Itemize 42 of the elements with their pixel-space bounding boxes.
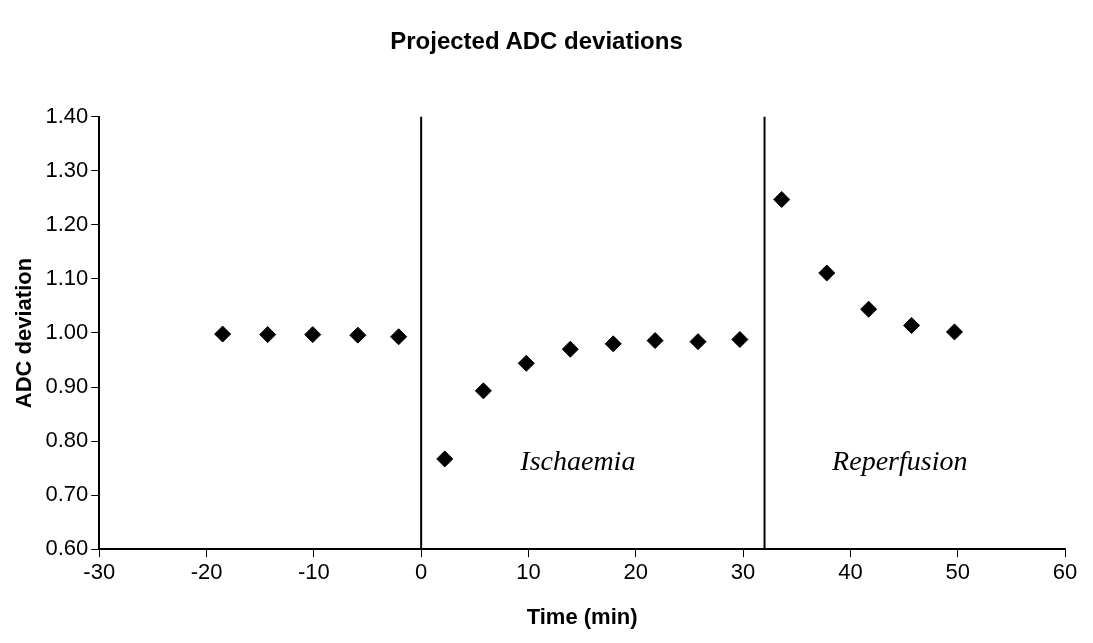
y-tick-label: 0.70 <box>45 481 89 507</box>
x-axis-title: Time (min) <box>526 603 638 629</box>
point <box>474 382 492 400</box>
chart-title: Projected ADC deviations <box>390 27 683 55</box>
point <box>304 326 322 344</box>
x-tick-label: -10 <box>297 559 330 585</box>
annotation: Ischaemia <box>519 445 636 477</box>
x-tick-label: -20 <box>190 559 223 585</box>
y-tick-label: 0.80 <box>45 427 89 453</box>
x-tick-label: 40 <box>838 559 863 585</box>
point <box>731 330 749 348</box>
x-tick-label: 60 <box>1052 559 1078 585</box>
x-tick-label: 0 <box>415 559 428 585</box>
point <box>646 332 664 350</box>
point <box>903 316 921 334</box>
point <box>945 323 963 341</box>
y-axis-title: ADC deviation <box>11 257 37 409</box>
point <box>773 191 791 208</box>
point <box>561 340 579 358</box>
x-tick-label: 20 <box>623 559 649 585</box>
y-tick-label: 1.40 <box>45 102 89 128</box>
x-tick-label: -30 <box>83 559 116 585</box>
point <box>604 335 622 353</box>
point <box>436 450 454 468</box>
point <box>390 328 408 346</box>
point <box>689 333 707 351</box>
annotation: Reperfusion <box>831 445 968 477</box>
y-tick-label: 1.30 <box>45 156 89 182</box>
y-tick-label: 1.10 <box>45 265 89 291</box>
x-tick-label: 30 <box>730 559 756 585</box>
point <box>214 325 232 343</box>
point <box>818 264 836 282</box>
x-tick-label: 10 <box>516 559 541 585</box>
point <box>517 354 535 372</box>
point <box>860 300 878 318</box>
x-tick-label: 50 <box>945 559 970 585</box>
point <box>259 326 277 344</box>
y-tick-label: 1.00 <box>45 319 89 345</box>
y-tick-label: 1.20 <box>45 210 89 236</box>
y-tick-label: 0.90 <box>45 373 89 399</box>
point <box>349 326 367 344</box>
y-tick-label: 0.60 <box>45 535 89 561</box>
